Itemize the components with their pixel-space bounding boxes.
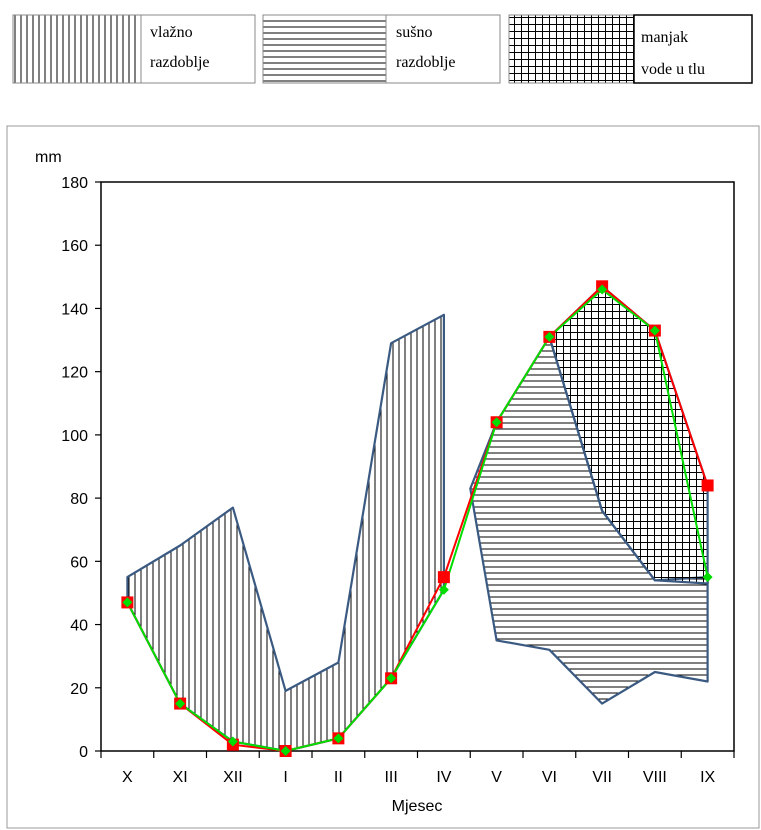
series-green-line	[126, 288, 709, 753]
x-tick-label: IV	[436, 769, 451, 786]
series-red-line	[126, 284, 709, 753]
y-tick-label: 40	[70, 618, 88, 635]
legend-swatch-dry	[262, 14, 387, 84]
series-green-point	[227, 736, 238, 747]
chart-area	[6, 125, 760, 829]
legend-item-dry: sušno razdoblje	[262, 14, 501, 84]
legend-label-dry-line2: razdoblje	[396, 54, 456, 71]
series-red-point	[701, 479, 714, 492]
x-tick-label: VI	[542, 769, 557, 786]
y-tick-label: 0	[79, 744, 88, 761]
legend-label-wet-line2: razdoblje	[150, 54, 210, 71]
x-axis-title: Mjesec	[392, 798, 443, 815]
x-tick-label: XII	[223, 769, 243, 786]
x-tick-label: XI	[173, 769, 188, 786]
series-red-point	[437, 571, 450, 584]
y-tick-label: 120	[61, 365, 88, 382]
legend-swatch-wet	[12, 14, 142, 84]
legend-label-wet-line1: vlažno	[150, 24, 193, 41]
series-green-point	[333, 733, 344, 744]
y-tick-label: 140	[61, 301, 88, 318]
x-tick-label: VIII	[643, 769, 667, 786]
legend-label-dry-line1: sušno	[396, 24, 432, 41]
x-tick-label: V	[491, 769, 502, 786]
legend-swatch-deficit	[508, 14, 635, 84]
x-tick-label: I	[283, 769, 287, 786]
x-tick-label: VII	[592, 769, 612, 786]
x-tick-label: X	[122, 769, 133, 786]
legend: vlažno razdoblje sušno razdoblje manjak …	[12, 14, 753, 84]
x-tick-label: IX	[700, 769, 715, 786]
legend-label-deficit-line1: manjak	[641, 29, 688, 46]
hatched-regions	[126, 285, 709, 753]
series-green-point	[122, 597, 133, 608]
y-tick-label: 80	[70, 491, 88, 508]
legend-label-deficit-line2: vode u tlu	[641, 61, 705, 78]
y-tick-label: 160	[61, 238, 88, 255]
series-green-point	[702, 572, 713, 583]
series-green-point	[280, 746, 291, 756]
y-tick-label: 180	[61, 175, 88, 192]
x-tick-label: III	[384, 769, 397, 786]
series-green-point	[544, 331, 555, 342]
series-green-point	[491, 417, 502, 428]
series-green-point	[597, 284, 608, 295]
x-tick-label: II	[334, 769, 343, 786]
x-axis: X XI XII I II III IV V VI VII VIII IX	[100, 751, 735, 786]
series-green-point	[438, 584, 449, 595]
series-green-point	[649, 325, 660, 336]
y-tick-label: 100	[61, 428, 88, 445]
series-green-point	[175, 698, 186, 709]
region-wet	[126, 313, 445, 753]
legend-item-deficit: manjak vode u tlu	[508, 14, 753, 84]
y-axis: 0 20 40 60 80 100 120 140 160 180	[61, 175, 101, 761]
series-green-point	[386, 673, 397, 684]
y-tick-label: 60	[70, 554, 88, 571]
y-tick-label: 20	[70, 681, 88, 698]
series-group	[121, 280, 714, 757]
y-axis-title: mm	[35, 149, 62, 166]
legend-item-wet: vlažno razdoblje	[12, 14, 256, 84]
